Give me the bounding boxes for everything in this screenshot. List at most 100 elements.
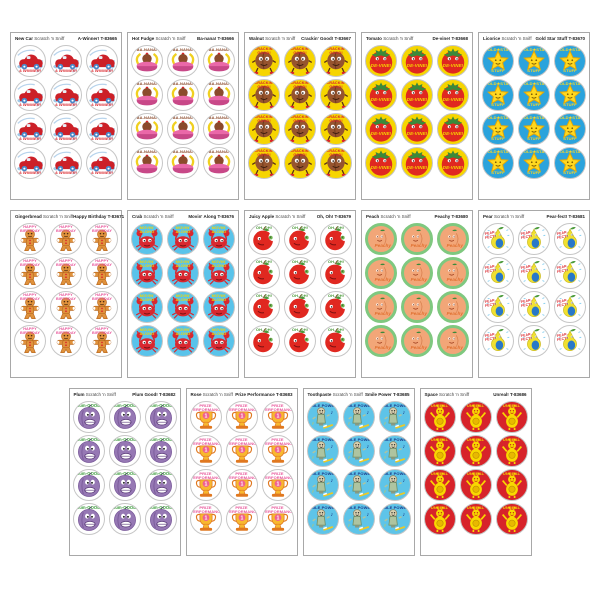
tomato-sticker: DE-VINE! <box>365 146 397 179</box>
sheet-suffix-label: Scratch 'n Sniff <box>143 214 174 219</box>
juicy-apple-icon <box>249 258 279 288</box>
licorice-icon <box>483 80 513 110</box>
rose-sticker: 1 PRIZE PERFORMANCE <box>189 400 222 433</box>
licorice-sticker: GOLD★STAR STUFF <box>482 112 514 145</box>
peach-icon <box>404 294 430 320</box>
sticker-phrase-label: OH, OH! <box>327 224 345 230</box>
sticker-phrase-label: OH, OH! <box>327 326 345 332</box>
sheet-suffix-label: Scratch 'n Sniff <box>501 36 532 41</box>
gingerbread-icon <box>87 292 117 322</box>
space-icon <box>497 504 527 534</box>
sheet-header: Tomato Scratch 'n Sniff De-vine! T-83668 <box>366 36 468 42</box>
sticker-phrase-label: CRACKIN' GOOD! <box>326 46 346 55</box>
sheet-suffix-label: Scratch 'n Sniff <box>34 36 65 41</box>
sticker-phrase-label: STUFF <box>563 102 577 108</box>
sticker-phrase-label: PRIZE <box>199 470 212 476</box>
sheet-phrase-label: Ba-nana! <box>196 36 217 41</box>
sticker-grid: OH, OH! OH, OH! OH, OH! OH, OH! OH, OH! … <box>248 222 352 357</box>
crab-sticker: MOVIN' ALONG <box>203 290 235 323</box>
sheet-title: Walnut Scratch 'n Sniff <box>249 36 295 42</box>
sticker-phrase-label: MOVIN' ALONG <box>139 292 155 302</box>
space-sticker: UNREAL <box>423 400 456 433</box>
toothpaste-icon: ♪ ♪ <box>344 504 374 534</box>
gingerbread-icon <box>87 326 117 356</box>
sticker-phrase-label: HAPPY BIRTHDAY <box>91 326 113 335</box>
licorice-icon <box>483 114 513 144</box>
walnut-icon <box>249 80 279 110</box>
sheet-title: Gingerbread Scratch 'n Sniff <box>15 214 73 220</box>
svg-text:♪: ♪ <box>311 522 313 527</box>
crab-icon <box>132 258 162 288</box>
toothpaste-sticker: ♪ ♪ SMILE POWER <box>342 400 375 433</box>
svg-text:1: 1 <box>204 482 207 488</box>
hot-fudge-sticker: BA-NANA! <box>203 78 235 111</box>
sticker-phrase-label: STUFF <box>563 68 577 74</box>
sheet-scent-label: Space <box>424 392 438 397</box>
tomato-sticker: DE-VINE! <box>401 146 433 179</box>
sticker-phrase-label: PERFORMANCE <box>262 475 294 481</box>
svg-text:1: 1 <box>240 482 243 488</box>
sticker-phrase-label: STUFF <box>491 68 505 74</box>
sticker-phrase-label: BA-NANA! <box>136 80 158 86</box>
sticker-phrase-label: UNREAL <box>502 402 521 408</box>
sticker-phrase-label: OH, OH! <box>327 258 345 264</box>
gingerbread-sticker: HAPPY BIRTHDAY <box>86 256 118 289</box>
gingerbread-sticker: HAPPY BIRTHDAY <box>14 222 46 255</box>
sticker-phrase-label: DE-VINE! <box>442 96 464 102</box>
sticker-phrase-label: CRACKIN' GOOD! <box>290 114 310 123</box>
walnut-icon <box>285 80 315 110</box>
crab-sticker: MOVIN' ALONG <box>203 256 235 289</box>
hot-fudge-icon <box>168 80 198 110</box>
crab-icon <box>204 224 234 254</box>
sheet-header: Space Scratch 'n Sniff Unreal! T-83686 <box>424 392 527 398</box>
rose-icon: 1 <box>227 436 257 466</box>
new-car-sticker: A WINNER! <box>86 146 118 179</box>
peach-icon <box>440 294 466 320</box>
walnut-icon <box>321 46 351 76</box>
hot-fudge-sticker: BA-NANA! <box>203 112 235 145</box>
sticker-phrase-label: UNREAL <box>430 470 449 476</box>
svg-text:♪: ♪ <box>311 488 313 493</box>
sticker-sheet-space: Space Scratch 'n Sniff Unreal! T-83686 UN… <box>419 388 532 556</box>
new-car-icon <box>51 114 81 144</box>
sticker-phrase-label: UNREAL <box>466 470 485 476</box>
sticker-phrase-label: SMILE POWER <box>343 436 374 442</box>
plum-sticker: Plum-GOOD! <box>108 468 141 501</box>
toothpaste-sticker: ♪ ♪ SMILE POWER <box>306 400 339 433</box>
walnut-icon <box>321 148 351 178</box>
hot-fudge-icon <box>204 80 234 110</box>
hot-fudge-sticker: BA-NANA! <box>131 44 163 77</box>
peach-icon <box>440 260 466 286</box>
toothpaste-sticker: ♪ ♪ SMILE POWER <box>378 468 411 501</box>
new-car-icon <box>15 46 45 76</box>
sticker-grid: 1 PRIZE PERFORMANCE 1 PRIZE PERFORMANCE 1 … <box>189 400 294 535</box>
hot-fudge-sticker: BA-NANA! <box>131 112 163 145</box>
crab-sticker: MOVIN' ALONG <box>167 256 199 289</box>
pear-icon <box>519 258 549 288</box>
sheet-header: Licorice Scratch 'n Sniff Gold Star Stuff… <box>483 36 585 42</box>
plum-sticker: Plum-GOOD! <box>144 502 177 535</box>
sticker-phrase-label: GOLD★STAR <box>520 115 548 121</box>
new-car-sticker: A WINNER! <box>50 146 82 179</box>
sticker-phrase-label: UNREAL <box>430 402 449 408</box>
pear-sticker: PEAR- FECT! <box>518 290 550 323</box>
tomato-sticker: DE-VINE! <box>401 44 433 77</box>
sticker-phrase-label: BA-NANA! <box>136 148 158 154</box>
svg-text:1: 1 <box>204 414 207 420</box>
sticker-sheets-collage: New Car Scratch 'n Sniff A-Winner! T-8366… <box>10 32 590 556</box>
sticker-phrase-label: MOVIN' ALONG <box>175 258 191 268</box>
sticker-phrase-label: GOLD★STAR <box>484 149 512 155</box>
sheet-header: Crab Scratch 'n Sniff Movin' Along T-8367… <box>132 214 234 220</box>
sheet-product-code: T-83685 <box>392 392 410 397</box>
walnut-icon <box>249 114 279 144</box>
sticker-phrase-label: HAPPY BIRTHDAY <box>19 292 41 301</box>
sticker-phrase-label: PRIZE <box>271 470 284 476</box>
walnut-icon <box>321 114 351 144</box>
walnut-icon <box>321 80 351 110</box>
sticker-phrase-label: PRIZE <box>199 436 212 442</box>
svg-text:1: 1 <box>276 414 279 420</box>
new-car-sticker: A WINNER! <box>50 112 82 145</box>
toothpaste-icon: ♪ ♪ <box>380 504 410 534</box>
gingerbread-icon <box>15 292 45 322</box>
walnut-sticker: CRACKIN' GOOD! <box>248 78 280 111</box>
